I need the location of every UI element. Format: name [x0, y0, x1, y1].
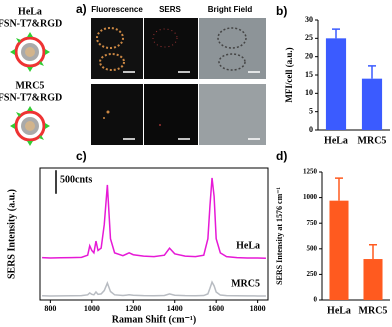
error-bar — [335, 177, 343, 201]
y-tick-label: 20 — [305, 51, 313, 60]
error-bar — [332, 28, 340, 39]
y-tick-label: 5 — [309, 106, 313, 115]
scale-bar-label: 500cnts — [60, 174, 92, 185]
y-axis-label: SERS Intensity at 1576 cm⁻¹ — [275, 187, 284, 285]
x-tick-label: MRC5 — [359, 305, 388, 316]
plot-frame — [39, 167, 269, 301]
y-axis-label: SERS Intensity (a.u.) — [6, 189, 17, 279]
series-label: MRC5 — [231, 278, 260, 289]
y-tick-label: 250 — [307, 270, 318, 278]
y-tick-label: 0 — [309, 125, 313, 134]
bar — [363, 259, 383, 300]
y-tick-label: 0 — [314, 296, 318, 304]
panel-label: a) — [76, 2, 87, 16]
spectrum-line — [42, 177, 266, 260]
panel-label: b) — [276, 4, 287, 18]
nanoparticle-icon — [10, 106, 50, 146]
y-tick-label: 1000 — [303, 193, 318, 201]
y-tick-label: 10 — [305, 88, 313, 97]
column-header: Bright Field — [208, 5, 253, 14]
x-tick-label: 1000 — [84, 304, 100, 313]
row-cell: HeLa — [18, 6, 42, 17]
panel-label: c) — [76, 149, 87, 163]
microscopy-images — [91, 18, 266, 145]
y-tick-label: 25 — [305, 33, 313, 42]
spectrum-line — [42, 280, 266, 297]
series-label: HeLa — [236, 241, 260, 252]
y-tick-label: 1250 — [303, 168, 318, 176]
column-header: SERS — [159, 5, 181, 14]
x-tick-label: 800 — [44, 304, 56, 313]
panel-label: d) — [276, 149, 287, 163]
y-axis-label: MFI/cell (a.u.) — [284, 47, 294, 102]
error-bar — [368, 65, 376, 79]
nanoparticle-icon — [10, 32, 50, 72]
x-tick-label: 1400 — [167, 304, 183, 313]
x-tick-label: HeLa — [324, 135, 348, 146]
y-tick-label: 750 — [307, 219, 318, 227]
bar — [325, 38, 347, 131]
row-probe: FSN-T7&RGD — [0, 18, 62, 29]
error-bar — [369, 243, 377, 260]
column-header: Fluorescence — [91, 5, 143, 14]
row-cell: MRC5 — [16, 80, 45, 91]
x-tick-label: HeLa — [327, 305, 351, 316]
x-tick-label: 1600 — [208, 304, 224, 313]
y-tick-label: 500 — [307, 244, 318, 252]
x-tick-label: 1200 — [125, 304, 141, 313]
x-tick-label: MRC5 — [358, 135, 387, 146]
x-axis-label: Raman Shift (cm⁻¹) — [112, 314, 196, 325]
y-tick-label: 30 — [305, 15, 313, 24]
bar — [329, 200, 349, 300]
y-tick-label: 15 — [305, 70, 313, 79]
x-tick-label: 1800 — [250, 304, 266, 313]
row-probe: FSN-T7&RGD — [0, 92, 62, 103]
bar — [361, 78, 383, 130]
